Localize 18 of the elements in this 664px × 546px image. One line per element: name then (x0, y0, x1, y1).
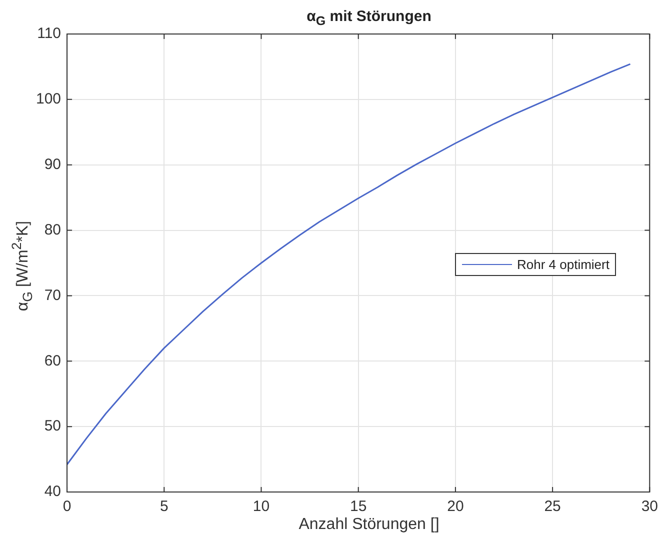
y-tick-label: 80 (44, 221, 62, 238)
x-axis-title: Anzahl Störungen [] (298, 516, 440, 534)
y-tick-label: 50 (44, 418, 62, 435)
y-tick-label: 110 (37, 25, 62, 42)
y-tick-label: 90 (44, 156, 62, 173)
x-tick-label: 10 (252, 498, 270, 516)
x-tick-label: 0 (62, 498, 72, 516)
chart-title: α$_{G}$ mit Störungen (306, 8, 432, 28)
x-tick-label: 25 (544, 498, 561, 516)
y-tick-label: 40 (44, 483, 62, 500)
y-tick-label: 60 (44, 352, 62, 370)
x-tick-label: 15 (350, 498, 367, 516)
legend-label: Rohr 4 optimiert (517, 257, 610, 272)
x-tick-label: 5 (160, 498, 168, 516)
x-tick-label: 20 (447, 498, 464, 516)
x-tick-label: 30 (641, 498, 658, 516)
y-tick-label: 100 (36, 90, 62, 108)
y-tick-label: 70 (44, 286, 62, 304)
